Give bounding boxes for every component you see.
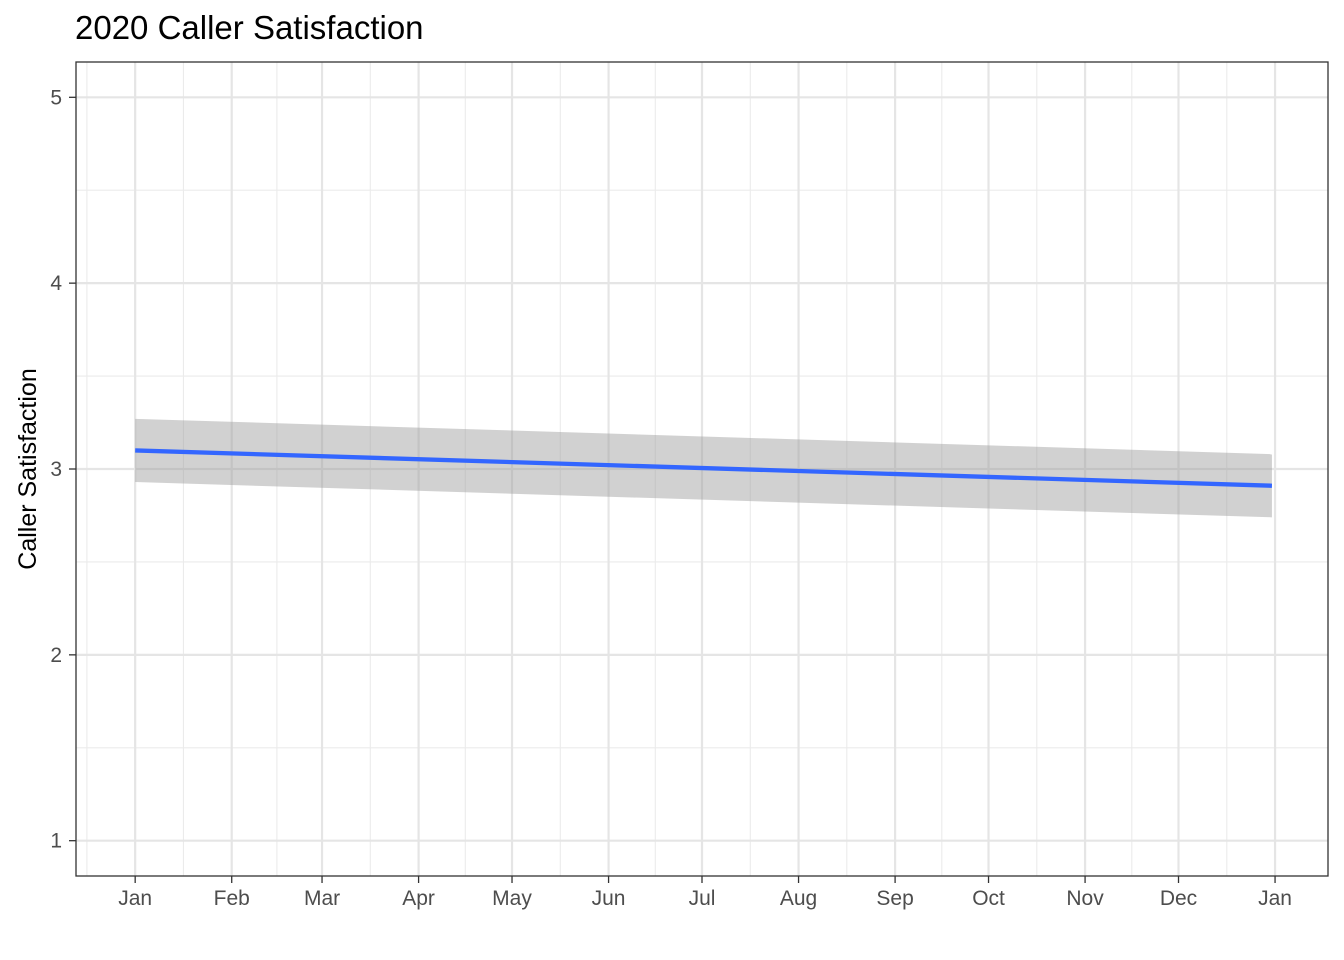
- x-tick-label: Apr: [402, 887, 435, 910]
- x-tick-label: May: [492, 887, 532, 910]
- y-axis-ticks: 1 2 3 4 5: [50, 86, 76, 853]
- x-tick-label: Dec: [1160, 887, 1197, 910]
- x-tick-label: Jan: [118, 887, 152, 910]
- x-tick-label: Jul: [689, 887, 716, 910]
- x-tick-label: Jun: [592, 887, 626, 910]
- x-tick-label: Nov: [1066, 887, 1104, 910]
- y-tick-label: 5: [50, 86, 62, 109]
- trend-lines: [135, 448, 1273, 488]
- x-tick-label: Mar: [304, 887, 340, 910]
- y-tick-label: 2: [50, 644, 62, 667]
- y-tick-label: 3: [50, 458, 62, 481]
- x-tick-label: Sep: [876, 887, 913, 910]
- chart-title: 2020 Caller Satisfaction: [75, 9, 424, 46]
- x-axis-ticks: Jan Feb Mar Apr May Jun Jul Aug Sep Oct Nov Dec Jan: [118, 876, 1292, 910]
- x-tick-label: Aug: [780, 887, 817, 910]
- x-tick-label: Oct: [972, 887, 1005, 910]
- trend-line: [135, 448, 1273, 488]
- y-tick-label: 4: [50, 272, 62, 295]
- x-tick-label: Feb: [214, 887, 250, 910]
- y-tick-label: 1: [50, 830, 62, 853]
- y-axis-title: Caller Satisfaction: [14, 368, 42, 569]
- x-tick-label: Jan: [1258, 887, 1292, 910]
